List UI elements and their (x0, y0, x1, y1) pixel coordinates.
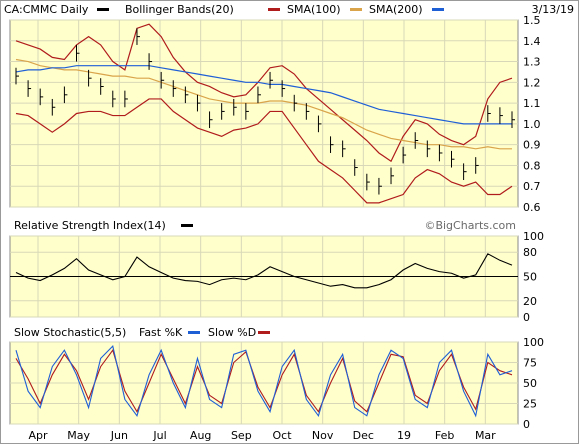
stoch-y-tick: 0 (523, 418, 530, 431)
rsi-y-tick: 100 (523, 230, 544, 243)
rsi-y-tick: 0 (523, 311, 530, 324)
x-tick-label: Nov (312, 429, 334, 442)
x-tick-label: May (67, 429, 90, 442)
x-tick-label: Jun (110, 429, 128, 442)
fast-k-line (15, 344, 513, 418)
rsi-line (15, 253, 513, 289)
rsi-y-ticks: 100 80 50 20 0 (523, 230, 544, 324)
rsi-y-tick: 20 (523, 295, 537, 308)
stoch-title: Slow Stochastic(5,5) (14, 326, 126, 339)
x-tick-label: Jul (152, 429, 166, 442)
price-y-tick: 0.9 (523, 139, 541, 152)
sma100-swatch (350, 8, 362, 11)
sma200-line (15, 65, 512, 125)
stoch-y-ticks: 100 75 50 25 0 (523, 336, 544, 431)
x-axis-ticks: Apr May Jun Jul Aug Sep Oct Nov Dec 19 Feb Mar (28, 429, 496, 442)
price-y-tick: 1.5 (523, 14, 541, 27)
price-y-tick: 0.8 (523, 159, 541, 172)
price-y-tick: 1.0 (523, 118, 541, 131)
symbol-label: CA:CMMC Daily (4, 3, 89, 16)
fast-k-label: Fast %K (139, 326, 183, 339)
bollinger-lower-line (15, 98, 513, 204)
stoch-marks (15, 344, 513, 418)
sma100-label: SMA(100) (287, 3, 341, 16)
x-tick-label: Dec (353, 429, 374, 442)
rsi-y-tick: 80 (523, 246, 537, 259)
sma200-swatch (432, 8, 444, 11)
slow-d-swatch (258, 331, 270, 334)
bollinger-upper-line (15, 23, 513, 163)
price-panel-background (9, 19, 519, 208)
rsi-y-tick: 50 (523, 271, 537, 284)
rsi-swatch (181, 224, 193, 227)
price-y-ticks: 1.5 1.4 1.3 1.2 1.1 1.0 0.9 0.8 0.7 0.6 (523, 14, 541, 214)
bollinger-label: Bollinger Bands(20) (125, 3, 234, 16)
price-marks (15, 23, 515, 204)
bollinger-swatch (268, 8, 280, 11)
x-tick-label: Mar (475, 429, 496, 442)
symbol-swatch (97, 8, 109, 11)
stoch-y-tick: 100 (523, 336, 544, 349)
rsi-marks (10, 253, 518, 289)
stoch-y-tick: 25 (523, 398, 537, 411)
x-tick-label: 19 (397, 429, 411, 442)
price-y-tick: 0.7 (523, 180, 541, 193)
sma200-label: SMA(200) (369, 3, 423, 16)
x-tick-label: Sep (231, 429, 252, 442)
chart-date: 3/13/19 (532, 3, 574, 16)
sma100-line (15, 58, 512, 150)
x-tick-label: Feb (435, 429, 454, 442)
price-y-tick: 1.4 (523, 35, 541, 48)
fast-k-swatch (188, 331, 200, 334)
stoch-y-tick: 75 (523, 357, 537, 370)
price-y-tick: 0.6 (523, 201, 541, 214)
x-tick-label: Aug (190, 429, 211, 442)
x-tick-label: Oct (272, 429, 292, 442)
price-y-tick: 1.2 (523, 76, 541, 89)
x-tick-label: Apr (28, 429, 48, 442)
stoch-y-tick: 50 (523, 377, 537, 390)
price-y-tick: 1.1 (523, 97, 541, 110)
rsi-title: Relative Strength Index(14) (14, 219, 166, 232)
watermark: ©BigCharts.com (424, 219, 516, 232)
price-y-tick: 1.3 (523, 56, 541, 69)
slow-d-label: Slow %D (208, 326, 256, 339)
